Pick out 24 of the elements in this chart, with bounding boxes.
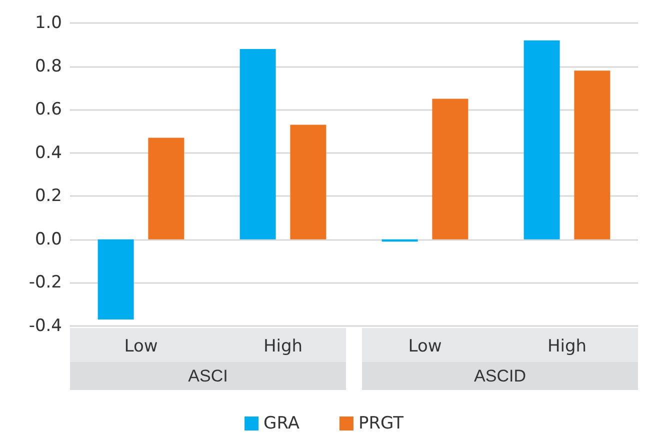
bar xyxy=(524,40,560,240)
bar xyxy=(574,70,610,240)
text: ASCI xyxy=(188,366,228,386)
y-tick-label: 1.0 xyxy=(34,13,62,33)
y-tick-label: 0.4 xyxy=(34,142,62,163)
y-tick-label: 0.8 xyxy=(34,56,62,76)
x-tick-label: High xyxy=(547,336,587,356)
x-tick-label: High xyxy=(263,336,303,356)
x-tick-label: Low xyxy=(408,336,442,356)
text: ASCID xyxy=(474,366,526,386)
bar xyxy=(432,98,468,240)
bar xyxy=(148,138,184,240)
x-tick-label: Low xyxy=(124,336,158,356)
bar xyxy=(382,239,418,242)
y-tick-label: 0.0 xyxy=(34,229,62,250)
bar xyxy=(240,48,276,240)
bar xyxy=(98,239,134,320)
y-tick-label: -0.2 xyxy=(28,272,62,293)
bar xyxy=(290,124,326,240)
legend-label: PRGT xyxy=(358,414,404,434)
legend-label: GRA xyxy=(264,414,300,434)
y-tick-label: 0.6 xyxy=(34,100,62,120)
y-tick-label: -0.4 xyxy=(28,316,62,336)
y-tick-label: 0.2 xyxy=(34,186,62,206)
